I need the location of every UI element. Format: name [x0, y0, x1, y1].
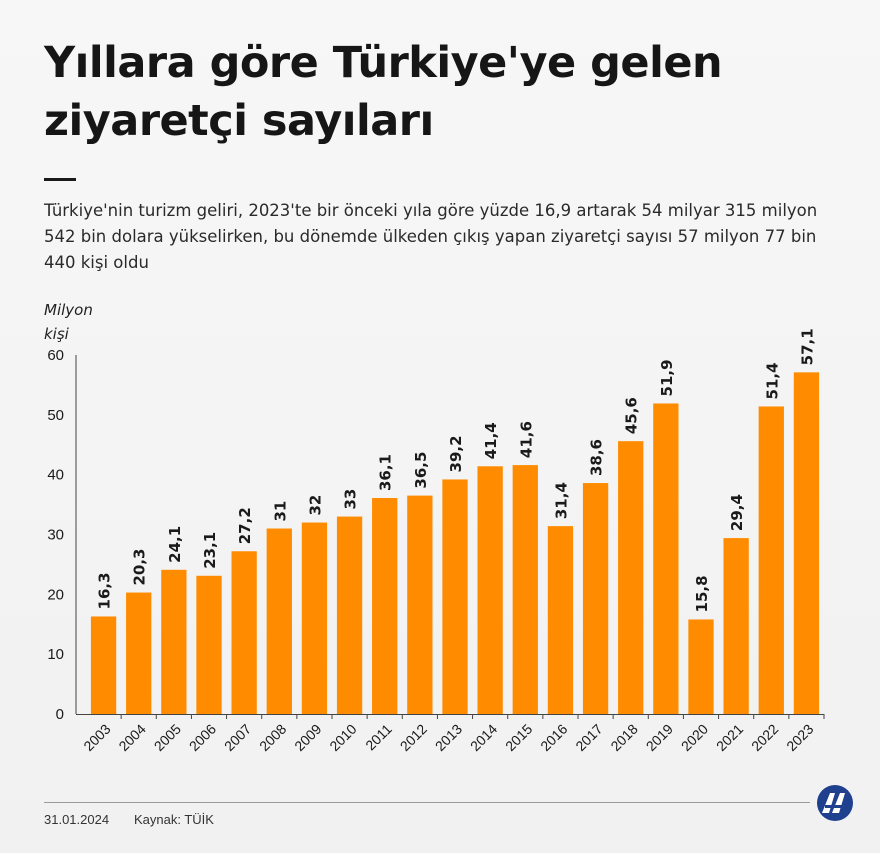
value-label-2004: 20,3: [131, 549, 149, 586]
x-tick-label-2003: 2003: [80, 721, 113, 754]
value-label-2017: 38,6: [588, 439, 606, 476]
y-tick-label: 0: [56, 706, 64, 723]
bar-2021: [723, 538, 749, 714]
x-tick-label-2004: 2004: [115, 721, 148, 754]
x-tick-label-2013: 2013: [432, 721, 465, 754]
bar-2017: [582, 483, 609, 714]
bar-2010: [336, 516, 363, 714]
value-label-2016: 31,4: [552, 482, 570, 519]
footer-divider: [44, 802, 810, 803]
publish-date: 31.01.2024: [44, 812, 110, 827]
bar-2005: [161, 569, 187, 714]
value-labels: 16,3 20,3 24,1 23,1 27,2 31 32 33 36,1 36,5 39,2 41…: [96, 328, 817, 612]
bar-2004: [126, 592, 152, 714]
bar-2009: [301, 522, 328, 714]
value-label-2019: 51,9: [658, 359, 676, 396]
bar-2014: [477, 466, 503, 714]
value-label-2012: 36,5: [412, 452, 430, 489]
x-axis: 2003 2004 2005 2006 2007 2008 2009 2010 2011 2012…: [80, 714, 825, 754]
subtitle: Türkiye'nin turizm geliri, 2023'te bir ö…: [44, 201, 818, 272]
page-title: Yıllara göre Türkiye'ye gelen ziyaretçi …: [44, 38, 723, 146]
bar-2016: [547, 526, 574, 714]
x-tick-label-2018: 2018: [607, 721, 640, 754]
bar-2013: [442, 479, 468, 714]
bar-2003: [90, 616, 117, 714]
x-tick-label-2016: 2016: [537, 721, 570, 754]
bar-2008: [266, 528, 292, 714]
x-tick-label-2007: 2007: [221, 721, 254, 754]
y-axis: 0 10 20 30 40 50 60: [47, 347, 824, 723]
bar-2012: [407, 495, 433, 714]
value-label-2008: 31: [271, 501, 289, 522]
bar-2007: [231, 551, 257, 714]
value-label-2011: 36,1: [377, 454, 395, 491]
bar-2015: [512, 465, 538, 714]
y-tick-label: 60: [47, 347, 64, 364]
value-label-2013: 39,2: [447, 435, 465, 472]
y-tick-label: 40: [47, 467, 64, 484]
bars: [90, 372, 820, 714]
bar-2006: [196, 575, 222, 714]
value-label-2022: 51,4: [763, 362, 781, 399]
x-tick-label-2012: 2012: [397, 721, 430, 754]
bar-2020: [688, 619, 714, 714]
value-label-2020: 15,8: [693, 575, 711, 612]
x-tick-label-2008: 2008: [256, 721, 289, 754]
x-tick-label-2010: 2010: [326, 721, 359, 754]
y-axis-unit-label: Milyon kişi: [44, 301, 93, 343]
x-tick-label-2006: 2006: [186, 721, 219, 754]
bar-2023: [793, 372, 820, 714]
y-tick-label: 30: [47, 527, 64, 544]
title-divider: [44, 178, 76, 181]
y-tick-label: 10: [47, 646, 64, 663]
value-label-2023: 57,1: [798, 328, 816, 365]
x-tick-label-2009: 2009: [291, 721, 324, 754]
x-tick-label-2014: 2014: [467, 721, 500, 754]
x-tick-label-2017: 2017: [572, 721, 605, 754]
x-tick-label-2011: 2011: [362, 721, 395, 754]
value-label-2014: 41,4: [482, 422, 500, 459]
x-tick-label-2022: 2022: [748, 721, 781, 754]
value-label-2018: 45,6: [623, 397, 641, 434]
source-label: Kaynak: TÜİK: [134, 812, 214, 827]
value-label-2005: 24,1: [166, 526, 184, 563]
x-tick-label-2019: 2019: [643, 721, 676, 754]
value-label-2009: 32: [306, 495, 324, 516]
x-tick-label-2015: 2015: [502, 721, 535, 754]
value-label-2003: 16,3: [96, 572, 114, 609]
value-label-2006: 23,1: [201, 532, 219, 569]
x-tick-label-2021: 2021: [713, 721, 746, 754]
value-label-2007: 27,2: [236, 507, 254, 544]
bar-chart: 0 10 20 30 40 50 60 16,3 20,3 24,1 23,1 27,2 31 32 33…: [47, 328, 825, 754]
bar-2011: [372, 498, 398, 714]
bar-2019: [653, 403, 679, 714]
bar-2022: [758, 406, 784, 714]
value-label-2021: 29,4: [728, 494, 746, 531]
value-label-2015: 41,6: [517, 421, 535, 458]
bar-2018: [618, 441, 644, 714]
x-tick-label-2005: 2005: [151, 721, 184, 754]
aa-logo-icon: [817, 785, 853, 821]
x-tick-label-2020: 2020: [678, 721, 711, 754]
y-tick-label: 20: [47, 586, 64, 603]
y-tick-label: 50: [47, 407, 64, 424]
value-label-2010: 33: [342, 489, 360, 510]
x-tick-label-2023: 2023: [783, 721, 816, 754]
